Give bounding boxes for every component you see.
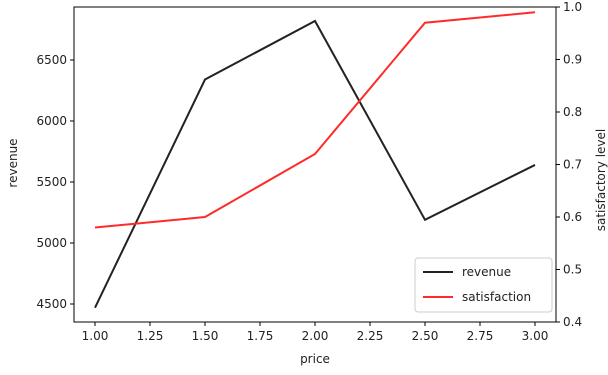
x-tick-label: 2.50 xyxy=(412,329,439,343)
x-tick-label: 2.75 xyxy=(467,329,494,343)
y2-tick-label: 1.0 xyxy=(563,0,582,14)
left-y-axis-label: revenue xyxy=(6,138,20,187)
x-tick-label: 1.75 xyxy=(247,329,274,343)
x-tick-label: 3.00 xyxy=(522,329,549,343)
left-y-axis-ticks: 4500 5000 5500 6000 6500 xyxy=(36,53,74,311)
legend: revenue satisfaction xyxy=(414,257,553,313)
x-tick-label: 2.25 xyxy=(357,329,384,343)
y2-tick-label: 0.8 xyxy=(563,105,582,119)
series-line-satisfaction xyxy=(94,11,536,229)
y2-tick-label: 0.5 xyxy=(563,263,582,277)
right-y-axis-label: satisfactory level xyxy=(594,129,608,232)
series-layer xyxy=(94,11,536,309)
right-y-axis-ticks: 0.4 0.5 0.6 0.7 0.8 0.9 1.0 xyxy=(556,0,582,329)
y2-tick-label: 0.4 xyxy=(563,315,582,329)
x-tick-label: 1.50 xyxy=(192,329,219,343)
y-tick-label: 5000 xyxy=(36,236,67,250)
x-axis-ticks: 1.00 1.25 1.50 1.75 2.00 2.25 2.50 2.75 3.00 xyxy=(82,322,549,343)
y2-tick-label: 0.9 xyxy=(563,53,582,67)
y-tick-label: 5500 xyxy=(36,175,67,189)
legend-label-satisfaction: satisfaction xyxy=(462,290,531,304)
x-tick-label: 1.25 xyxy=(137,329,164,343)
y2-tick-label: 0.6 xyxy=(563,210,582,224)
x-tick-label: 1.00 xyxy=(82,329,109,343)
y-tick-label: 6000 xyxy=(36,114,67,128)
legend-label-revenue: revenue xyxy=(462,265,511,279)
y2-tick-label: 0.7 xyxy=(563,158,582,172)
y-tick-label: 6500 xyxy=(36,53,67,67)
y-tick-label: 4500 xyxy=(36,297,67,311)
x-axis-label: price xyxy=(300,352,330,366)
x-tick-label: 2.00 xyxy=(302,329,329,343)
